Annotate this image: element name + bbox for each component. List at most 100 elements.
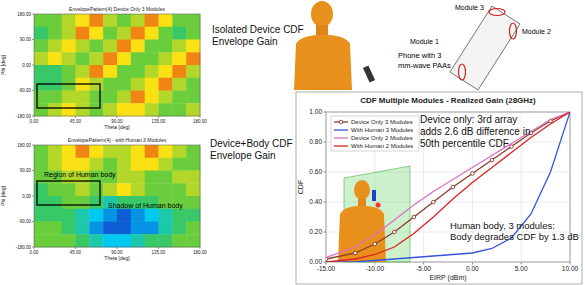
heat-cell (159, 234, 173, 247)
heat-cell (186, 171, 200, 184)
heat-cell (62, 158, 76, 171)
heat-cell (89, 14, 103, 27)
legend-label: With Human 3 Modules (351, 127, 413, 133)
heat-cell (103, 91, 117, 104)
annotation: Shadow of Human body (108, 202, 183, 210)
module-label: Module 1 (410, 38, 439, 45)
heat-cell (131, 78, 145, 91)
heat-cell (117, 91, 131, 104)
heat-cell (186, 222, 200, 235)
heat-cell (76, 27, 90, 40)
annotation: Human body, 3 modules: (450, 220, 555, 231)
heat-cell (48, 209, 62, 222)
heat-cell (159, 14, 173, 27)
y-tick-label: 0.00 (22, 63, 31, 68)
annotation: Region of Human body (44, 171, 116, 179)
heat-cell (172, 52, 186, 65)
heat-cell (159, 183, 173, 196)
heatmap-caption: Isolated Device CDF (212, 24, 304, 35)
x-grid-line (326, 112, 327, 262)
heat-cell (62, 65, 76, 78)
legend-label: With Human 2 Modules (351, 143, 413, 149)
heat-cell (76, 91, 90, 104)
y-axis-label: Phi [deg] (0, 186, 6, 206)
x-tick (117, 247, 118, 249)
heat-cell (172, 40, 186, 53)
heat-cell (34, 209, 48, 222)
heat-cell (172, 171, 186, 184)
heat-cell (89, 209, 103, 222)
torso (294, 35, 352, 90)
heat-cell (62, 91, 76, 104)
series-marker (432, 200, 436, 204)
heat-cell (89, 196, 103, 209)
y-tick-label: 90.00 (20, 168, 32, 173)
heat-cell (34, 103, 48, 116)
legend-marker (339, 120, 343, 124)
heat-cell (89, 103, 103, 116)
heat-cell (117, 65, 131, 78)
heat-cell (145, 27, 159, 40)
heat-cell (117, 103, 131, 116)
heat-cell (103, 183, 117, 196)
legend-box (331, 116, 419, 151)
y-tick (32, 116, 34, 117)
heat-cell (76, 222, 90, 235)
heat-cell (186, 52, 200, 65)
heat-cell (76, 52, 90, 65)
heat-cell (186, 158, 200, 171)
heat-cell (103, 209, 117, 222)
heat-cell (117, 234, 131, 247)
phone-caption: Phone with 3 (398, 51, 441, 60)
y-tick-label: -180.00 (16, 114, 32, 119)
head (311, 1, 333, 27)
heat-cell (145, 158, 159, 171)
heat-cell (89, 52, 103, 65)
heat-cell (89, 91, 103, 104)
x-tick (200, 247, 201, 249)
heat-cell (186, 91, 200, 104)
x-axis-label: EIRP (dBm) (429, 274, 466, 282)
heat-cell (34, 52, 48, 65)
y-tick-label: 180.00 (17, 143, 31, 148)
annotation: adds 2.6 dB difference in (420, 126, 530, 137)
y-tick (324, 262, 327, 263)
x-tick-label: 0.00 (466, 265, 479, 272)
highlight-box (37, 84, 100, 108)
x-tick-label: -10.00 (366, 265, 385, 272)
heat-cell (172, 183, 186, 196)
heat-cell (89, 40, 103, 53)
head (354, 180, 370, 200)
heat-cell (76, 234, 90, 247)
heat-cell (159, 222, 173, 235)
y-tick (32, 221, 34, 222)
module-oval (459, 64, 466, 80)
heat-cell (131, 209, 145, 222)
heat-cell (131, 171, 145, 184)
legend-label: Device Only 2 Modules (351, 135, 413, 141)
heat-cell (131, 14, 145, 27)
phone (363, 65, 375, 82)
x-tick-label: 45.00 (70, 250, 82, 255)
heat-cell (76, 65, 90, 78)
heat-cell (48, 145, 62, 158)
heat-cell (172, 158, 186, 171)
heat-cell (172, 14, 186, 27)
heat-cell (103, 78, 117, 91)
heat-cell (76, 196, 90, 209)
heat-cell (48, 222, 62, 235)
heat-cell (159, 171, 173, 184)
heat-cell (186, 27, 200, 40)
heat-cell (48, 27, 62, 40)
human-figure (294, 1, 375, 90)
y-tick-label: 0.00 (309, 258, 322, 265)
heat-cell (48, 91, 62, 104)
heat-cell (89, 234, 103, 247)
chart-frame (296, 92, 582, 284)
x-tick-label: 5.00 (515, 265, 528, 272)
heat-cell (76, 145, 90, 158)
y-tick (324, 142, 327, 143)
heat-cell (172, 103, 186, 116)
heat-cell (172, 234, 186, 247)
heat-cell (131, 27, 145, 40)
